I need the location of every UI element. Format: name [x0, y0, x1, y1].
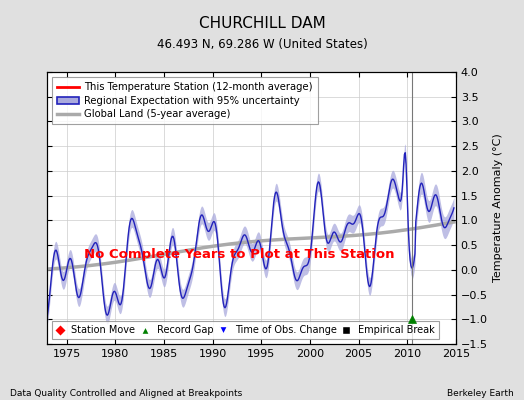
Text: 46.493 N, 69.286 W (United States): 46.493 N, 69.286 W (United States) — [157, 38, 367, 51]
Text: CHURCHILL DAM: CHURCHILL DAM — [199, 16, 325, 31]
Legend: Station Move, Record Gap, Time of Obs. Change, Empirical Break: Station Move, Record Gap, Time of Obs. C… — [52, 321, 439, 339]
Text: Berkeley Earth: Berkeley Earth — [447, 389, 514, 398]
Text: No Complete Years to Plot at This Station: No Complete Years to Plot at This Statio… — [84, 248, 395, 261]
Text: Data Quality Controlled and Aligned at Breakpoints: Data Quality Controlled and Aligned at B… — [10, 389, 243, 398]
Y-axis label: Temperature Anomaly (°C): Temperature Anomaly (°C) — [493, 134, 503, 282]
